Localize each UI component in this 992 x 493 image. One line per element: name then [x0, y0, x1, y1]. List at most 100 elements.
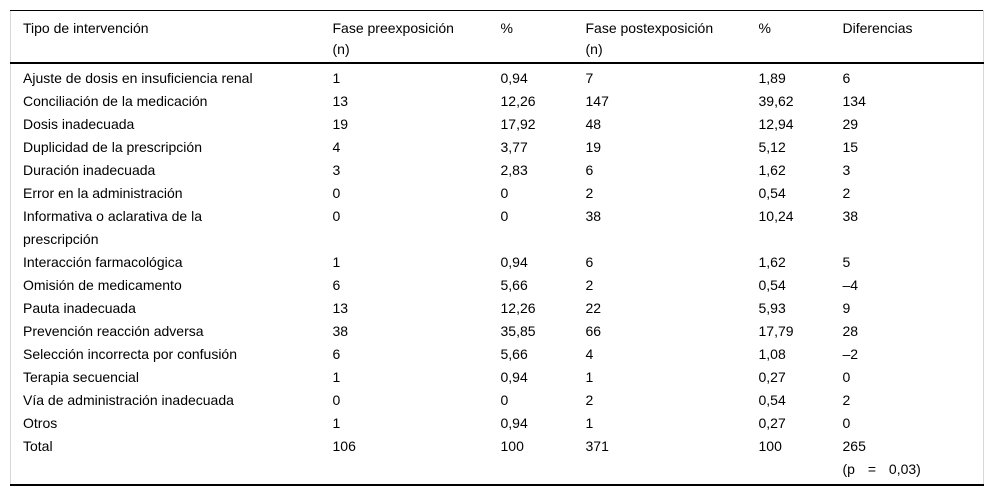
cell-post-n: 66: [585, 323, 602, 339]
cell-pre-pct: 100: [500, 438, 524, 454]
cell-post-n: 6: [585, 162, 594, 178]
col-header-tipo-de-intervencion: Tipo de intervención: [10, 10, 333, 64]
cell-diferencias: 9: [842, 300, 851, 316]
cell-diferencias: 28: [842, 323, 859, 339]
cell-post-n: 22: [585, 300, 602, 316]
cell-tipo: Error en la administración: [23, 185, 183, 201]
table-row: Conciliación de la medicación 13 12,26 1…: [11, 90, 984, 113]
cell-tipo: Duplicidad de la prescripción: [23, 139, 202, 155]
cell-pre-pct: 5,66: [500, 277, 528, 293]
table-row: Duración inadecuada 3 2,83 6 1,62 3: [11, 159, 984, 182]
cell-post-pct: 10,24: [758, 208, 794, 224]
cell-pre-pct: 0: [500, 392, 509, 408]
col-header-label: %: [500, 20, 513, 36]
cell-post-pct: 1,62: [758, 162, 786, 178]
cell-diferencias: 6: [842, 70, 851, 86]
cell-post-n: 48: [585, 116, 602, 132]
cell-pre-n: 0: [332, 208, 341, 224]
col-header-label: Tipo de intervención: [23, 20, 149, 36]
table-row: Informativa o aclarativa de la prescripc…: [11, 205, 984, 251]
cell-post-n: 7: [585, 70, 594, 86]
cell-pre-pct: 2,83: [500, 162, 528, 178]
cell-post-pct: 1,89: [758, 70, 786, 86]
cell-pre-n: 106: [332, 438, 356, 454]
cell-diferencias: 15: [842, 139, 859, 155]
cell-pre-pct: 0,94: [500, 254, 528, 270]
table-row-total: Total 106 100 371 100 265 (p = 0,03): [11, 435, 984, 485]
cell-pre-n: 3: [332, 162, 341, 178]
cell-pre-pct: 35,85: [500, 323, 536, 339]
col-header-label: Fase postexposición: [585, 20, 714, 36]
cell-post-n: 2: [585, 185, 594, 201]
col-header-label: Diferencias: [842, 20, 913, 36]
cell-post-n: 2: [585, 392, 594, 408]
cell-tipo: Terapia secuencial: [23, 369, 139, 385]
cell-post-n: 1: [585, 369, 594, 385]
table-row: Error en la administración 0 0 2 0,54 2: [11, 182, 984, 205]
table-row: Vía de administración inadecuada 0 0 2 0…: [11, 389, 984, 412]
cell-post-n: 2: [585, 277, 594, 293]
table-row: Ajuste de dosis en insuficiencia renal 1…: [11, 63, 984, 90]
cell-pre-pct: 12,26: [500, 93, 536, 109]
cell-tipo: Duración inadecuada: [23, 162, 156, 178]
cell-diferencias: 0: [842, 415, 851, 431]
cell-tipo: Conciliación de la medicación: [23, 93, 208, 109]
intervention-table: Tipo de intervención Fase preexposición (…: [10, 10, 984, 486]
total-diferencias-value: 265: [842, 438, 866, 454]
cell-pre-n: 0: [332, 392, 341, 408]
cell-pre-pct: 12,26: [500, 300, 536, 316]
cell-pre-pct: 0: [500, 185, 509, 201]
cell-post-pct: 1,62: [758, 254, 786, 270]
cell-post-n: 1: [585, 415, 594, 431]
cell-pre-n: 1: [332, 415, 341, 431]
cell-post-pct: 0,27: [758, 415, 786, 431]
col-header-label: Fase preexposición: [332, 20, 454, 36]
cell-tipo: Ajuste de dosis en insuficiencia renal: [23, 70, 253, 86]
cell-post-n: 38: [585, 208, 602, 224]
cell-diferencias: 38: [842, 208, 859, 224]
cell-pre-pct: 5,66: [500, 346, 528, 362]
cell-post-pct: 0,54: [758, 277, 786, 293]
cell-pre-n: 1: [332, 254, 341, 270]
header-row: Tipo de intervención Fase preexposición (…: [10, 10, 984, 64]
table-row: Interacción farmacológica 1 0,94 6 1,62 …: [11, 251, 984, 274]
cell-diferencias: 0: [842, 369, 851, 385]
col-header-label-line2: (n): [585, 41, 603, 57]
cell-pre-n: 6: [332, 277, 341, 293]
cell-tipo: Prevención reacción adversa: [23, 323, 204, 339]
col-header-post-pct: %: [758, 10, 843, 64]
p-value-note: (p = 0,03): [842, 461, 921, 477]
cell-pre-n: 13: [332, 93, 349, 109]
cell-tipo: Omisión de medicamento: [23, 277, 182, 293]
cell-post-pct: 100: [758, 438, 782, 454]
cell-post-pct: 39,62: [758, 93, 794, 109]
cell-diferencias: 265 (p = 0,03): [843, 435, 984, 485]
col-header-diferencias: Diferencias: [842, 10, 984, 64]
cell-post-n: 19: [585, 139, 602, 155]
cell-diferencias: 3: [842, 162, 851, 178]
cell-diferencias: –2: [842, 346, 859, 362]
col-header-label-line2: (n): [332, 41, 350, 57]
cell-diferencias: 2: [842, 392, 851, 408]
cell-pre-n: 0: [332, 185, 341, 201]
cell-diferencias: 134: [842, 93, 866, 109]
cell-diferencias: 5: [842, 254, 851, 270]
col-header-fase-preexposicion: Fase preexposición (n): [332, 10, 501, 64]
cell-pre-n: 19: [332, 116, 349, 132]
cell-post-n: 6: [585, 254, 594, 270]
cell-pre-n: 13: [332, 300, 349, 316]
cell-tipo: Pauta inadecuada: [23, 300, 136, 316]
table-row: Dosis inadecuada 19 17,92 48 12,94 29: [11, 113, 984, 136]
col-header-pre-pct: %: [500, 10, 586, 64]
cell-tipo: Vía de administración inadecuada: [23, 392, 234, 408]
table-row: Prevención reacción adversa 38 35,85 66 …: [11, 320, 984, 343]
cell-post-pct: 0,27: [758, 369, 786, 385]
cell-pre-pct: 0,94: [500, 369, 528, 385]
cell-post-n: 147: [585, 93, 609, 109]
cell-pre-n: 38: [332, 323, 349, 339]
cell-diferencias: 2: [842, 185, 851, 201]
cell-tipo: Total: [23, 438, 53, 454]
cell-diferencias: 29: [842, 116, 859, 132]
cell-tipo: Otros: [23, 415, 58, 431]
